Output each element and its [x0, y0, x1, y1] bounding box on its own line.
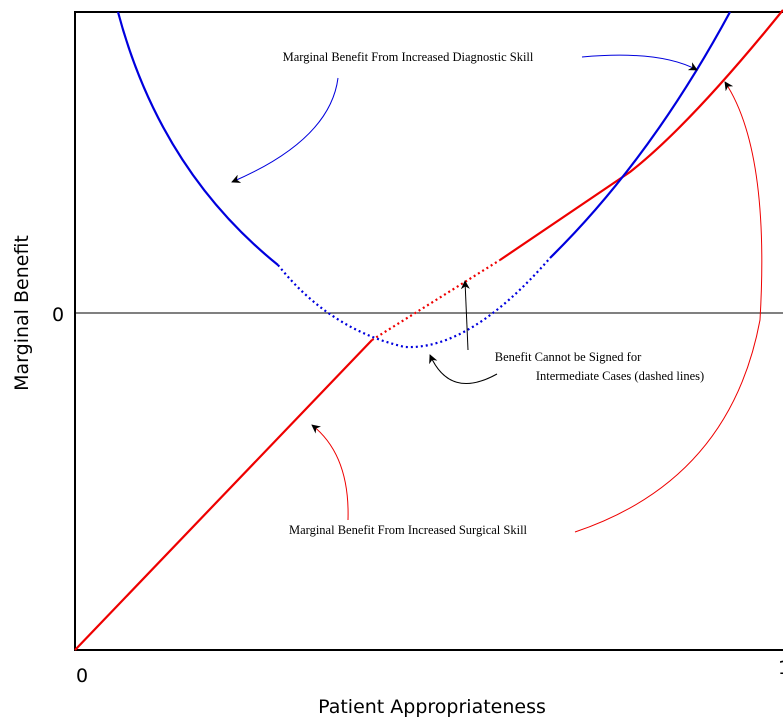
y-axis-label: Marginal Benefit — [11, 235, 33, 391]
arrow — [429, 354, 498, 384]
surgical-curve — [74, 339, 373, 651]
annotation: Intermediate Cases (dashed lines) — [536, 369, 704, 383]
annotation: Marginal Benefit From Increased Surgical… — [289, 523, 528, 537]
arrow — [574, 81, 763, 533]
x-tick-label: 0 — [76, 665, 88, 687]
annotation: Benefit Cannot be Signed for — [495, 350, 642, 364]
x-axis-label: Patient Appropriateness — [318, 696, 546, 718]
arrow — [460, 280, 470, 351]
diagnostic-curve-dashed — [277, 257, 551, 349]
arrow — [311, 424, 349, 521]
y-tick-label: 0 — [52, 304, 64, 326]
surgical-curve-dashed — [371, 259, 501, 341]
diagnostic-curve — [116, 11, 279, 266]
x-tick-label: 1 — [778, 657, 783, 679]
surgical-curve — [499, 9, 783, 261]
arrow — [231, 77, 339, 183]
plot-frame — [74, 11, 783, 651]
diagnostic-curve — [549, 11, 731, 259]
annotation: Marginal Benefit From Increased Diagnost… — [283, 50, 534, 64]
arrow — [581, 54, 698, 71]
